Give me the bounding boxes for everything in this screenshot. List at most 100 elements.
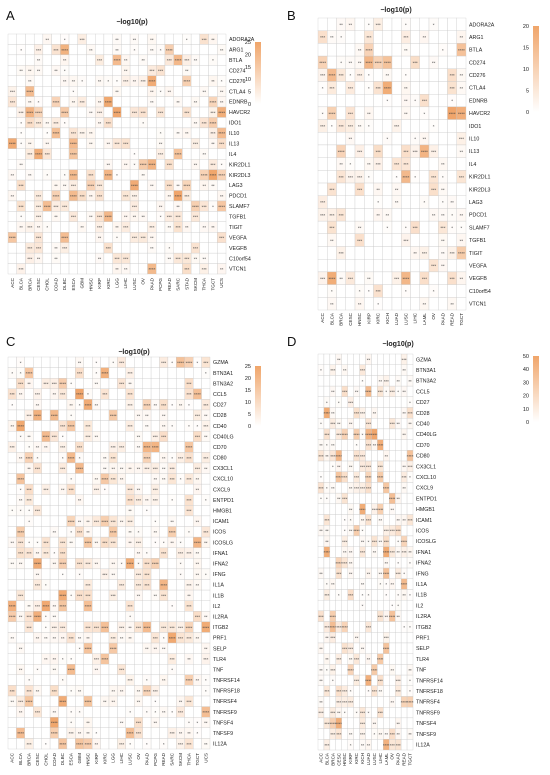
heatmap-cell (335, 407, 342, 419)
significance-stars: ** (19, 226, 23, 230)
significance-stars: * (28, 541, 30, 545)
heatmap-cell (60, 221, 70, 233)
heatmap-cell (142, 430, 152, 442)
significance-stars: **** (328, 112, 335, 116)
heatmap-cell (406, 632, 414, 644)
heatmap-cell (329, 642, 336, 654)
heatmap-cell (167, 367, 177, 379)
significance-stars: *** (342, 700, 347, 704)
heatmap-cell (190, 179, 201, 191)
significance-stars: **** (34, 615, 41, 619)
heatmap-cell (365, 525, 372, 537)
heatmap-cell (142, 526, 152, 538)
column-label: TGCT (210, 278, 215, 291)
significance-stars: *** (35, 605, 40, 609)
significance-stars: * (20, 361, 22, 365)
significance-stars: ** (319, 572, 323, 576)
heatmap-cell (7, 211, 17, 222)
significance-stars: *** (36, 215, 41, 219)
significance-stars: ** (432, 213, 436, 217)
heatmap-cell (173, 65, 183, 76)
heatmap-cell (24, 706, 34, 718)
heatmap-cell (327, 195, 337, 209)
heatmap-cell (323, 353, 331, 365)
significance-stars: **** (59, 700, 66, 704)
heatmap-cell (201, 378, 211, 389)
heatmap-cell (199, 138, 209, 149)
heatmap-cell (91, 568, 101, 580)
heatmap-cell (365, 407, 372, 419)
significance-stars: * (356, 444, 358, 448)
heatmap-cell (112, 200, 122, 212)
significance-stars: ** (89, 142, 93, 146)
heatmap-cell (176, 388, 185, 400)
significance-stars: * (64, 38, 66, 42)
heatmap-cell (373, 132, 383, 146)
significance-stars: ** (204, 742, 208, 746)
significance-stars: ** (120, 467, 124, 471)
heatmap-panel-d: D −log10(p) ** ** **** *** ** *** *** ** *** ** **… (287, 334, 539, 766)
heatmap-cell (95, 44, 105, 56)
significance-stars: ** (37, 69, 41, 73)
significance-stars: * (322, 86, 324, 90)
heatmap-cell (336, 182, 346, 196)
heatmap-cell (125, 430, 135, 442)
heatmap-cell (400, 557, 408, 569)
heatmap-cell (199, 75, 209, 87)
heatmap-cell (134, 706, 143, 718)
significance-stars: **** (51, 414, 58, 418)
heatmap-cell (16, 252, 26, 264)
column-label: LAML (384, 753, 389, 765)
heatmap-cell (42, 252, 52, 264)
row-label: VEGFB (469, 276, 487, 282)
significance-stars: * (197, 732, 199, 736)
significance-stars: ** (185, 69, 189, 73)
significance-stars: **** (384, 61, 391, 65)
heatmap-cell (382, 246, 393, 260)
heatmap-cell (323, 460, 331, 472)
row-label: IL2 (416, 603, 423, 609)
heatmap-cell (100, 356, 110, 368)
significance-stars: *** (459, 175, 464, 179)
heatmap-cell (121, 85, 131, 97)
heatmap-cell (359, 653, 366, 665)
heatmap-cell (317, 43, 328, 57)
heatmap-cell (377, 407, 384, 419)
heatmap-cell (201, 505, 211, 517)
heatmap-cell (24, 653, 34, 665)
heatmap-cell (167, 738, 177, 750)
significance-stars: *** (431, 175, 436, 179)
row-label: TNF (213, 667, 224, 673)
significance-stars: ** (36, 403, 40, 407)
heatmap-cell (86, 65, 96, 76)
significance-stars: *** (318, 454, 323, 458)
heatmap-cell (173, 169, 183, 181)
heatmap-cell (176, 664, 185, 676)
significance-stars: *** (360, 551, 365, 555)
significance-stars: **** (201, 173, 208, 177)
heatmap-cell (58, 505, 68, 517)
row-label: IL4 (229, 152, 236, 158)
heatmap-cell (406, 492, 414, 505)
heatmap-cell (125, 642, 135, 654)
significance-stars: ** (150, 236, 154, 240)
heatmap-cell (83, 462, 93, 474)
row-label: ITGB2 (416, 625, 431, 631)
heatmap-cell (24, 632, 34, 644)
heatmap-cell (7, 65, 17, 76)
heatmap-cell (192, 367, 202, 379)
heatmap-cell (142, 717, 152, 728)
column-label: OV (390, 752, 395, 760)
significance-stars: * (377, 302, 379, 306)
heatmap-cell (117, 430, 127, 442)
significance-stars: * (104, 488, 106, 492)
significance-stars: ** (325, 658, 329, 662)
significance-stars: ** (355, 390, 359, 394)
significance-stars: ** (325, 540, 329, 544)
significance-stars: * (414, 175, 416, 179)
heatmap-cell (167, 378, 177, 389)
heatmap-cell (456, 17, 467, 31)
heatmap-cell (201, 727, 211, 739)
significance-stars: * (163, 541, 165, 545)
heatmap-cell (25, 200, 35, 212)
